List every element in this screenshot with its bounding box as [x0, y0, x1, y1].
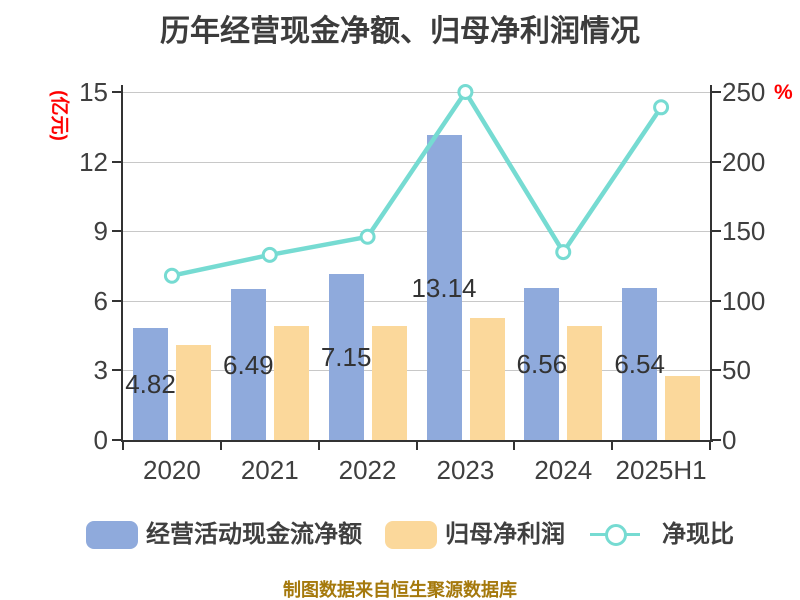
bar-netprofit-2020 — [176, 344, 211, 440]
ratio-marker — [261, 246, 278, 263]
left-axis-tick — [112, 299, 121, 302]
right-axis-tick-label: 150 — [722, 216, 766, 247]
legend-label-cashflow[interactable]: 经营活动现金流净额 — [146, 521, 362, 548]
right-axis-unit-label: % — [774, 81, 793, 104]
left-axis-tick — [112, 91, 121, 93]
bar-value-label: 13.14 — [411, 272, 477, 303]
right-axis-tick-label: 250 — [722, 77, 766, 107]
right-axis-tick — [712, 299, 721, 302]
right-axis-tick — [712, 91, 721, 93]
x-axis-label-2022: 2022 — [338, 455, 397, 485]
left-axis-tick — [112, 230, 121, 233]
bar-netprofit-2021 — [273, 326, 309, 440]
bar-cashflow-2025H1 — [622, 288, 658, 440]
left-axis-line — [121, 85, 123, 440]
bar-netprofit-2022 — [371, 326, 407, 440]
legend-label-netprofit[interactable]: 归母净利润 — [445, 521, 565, 548]
x-axis-tick — [219, 440, 222, 450]
data-source-note: 制图数据来自恒生聚源数据库 — [283, 580, 517, 600]
bar-value-label: 6.49 — [223, 349, 274, 380]
legend: 经营活动现金流净额 归母净利润 净现比 — [86, 521, 734, 549]
x-axis-tick — [415, 440, 418, 450]
bar-value-label: 6.56 — [516, 348, 568, 379]
chart-title: 历年经营现金净额、归母净利润情况 — [160, 15, 640, 48]
bar-value-label: 7.15 — [320, 342, 372, 373]
legend-swatch-netprofit[interactable] — [385, 521, 437, 549]
gridline — [123, 300, 710, 302]
x-axis-label-2020: 2020 — [142, 455, 201, 485]
right-axis-tick — [712, 230, 721, 233]
x-axis-tick — [513, 440, 516, 450]
ratio-marker — [653, 99, 670, 116]
right-axis-tick — [712, 439, 721, 441]
ratio-marker — [359, 228, 376, 245]
right-axis-tick-label: 100 — [722, 285, 766, 316]
x-axis-label-2023: 2023 — [436, 455, 495, 485]
bar-cashflow-2022 — [328, 274, 364, 440]
bar-cashflow-2021 — [230, 289, 266, 440]
bar-cashflow-2023 — [426, 135, 462, 440]
ratio-line-chart — [163, 84, 670, 284]
ratio-line — [171, 89, 663, 278]
left-axis-tick-label: 3 — [93, 355, 108, 386]
right-axis-line — [710, 85, 712, 440]
legend-label-ratio[interactable]: 净现比 — [662, 521, 734, 548]
x-axis-tick — [611, 440, 614, 450]
x-axis-label-2024: 2024 — [534, 455, 593, 485]
bar-netprofit-2023 — [469, 317, 505, 440]
legend-line-symbol[interactable] — [590, 521, 640, 549]
bar-value-label: 4.82 — [125, 369, 176, 400]
ratio-marker — [555, 244, 572, 261]
x-axis-label-2025H1: 2025H1 — [615, 455, 707, 485]
right-axis-tick-label: 200 — [722, 146, 766, 177]
right-axis-tick-label: 50 — [722, 355, 751, 386]
left-axis-tick-label: 15 — [79, 77, 108, 107]
left-axis-tick-label: 6 — [93, 285, 108, 316]
ratio-marker — [163, 267, 180, 284]
left-axis-tick-label: 12 — [79, 146, 108, 177]
gridline — [123, 231, 710, 233]
legend-swatch-cashflow[interactable] — [86, 521, 138, 549]
x-axis-tick — [317, 440, 320, 450]
left-axis-tick-label: 0 — [93, 425, 108, 455]
right-axis-tick — [712, 369, 721, 372]
legend-line-marker-icon — [605, 524, 627, 546]
left-axis-tick-label: 9 — [93, 216, 108, 247]
ratio-marker — [457, 84, 474, 100]
bar-netprofit-2024 — [567, 326, 603, 440]
plot-area: 4.82 6.49 7.15 13.14 6.56 6.54 — [123, 84, 710, 440]
x-axis-tick — [122, 440, 124, 450]
x-axis-tick — [709, 440, 711, 450]
bar-netprofit-2025H1 — [665, 376, 701, 440]
right-axis-tick-label: 0 — [722, 425, 737, 455]
left-axis-tick — [112, 160, 121, 163]
bar-cashflow-2020 — [133, 328, 168, 440]
left-axis-tick — [112, 369, 121, 372]
x-axis-label-2021: 2021 — [240, 455, 299, 485]
gridline — [123, 92, 710, 93]
right-axis-tick — [712, 160, 721, 163]
bar-value-label: 6.54 — [614, 349, 665, 380]
bar-cashflow-2024 — [524, 287, 560, 440]
left-axis-tick — [112, 439, 121, 441]
gridline — [123, 370, 710, 372]
